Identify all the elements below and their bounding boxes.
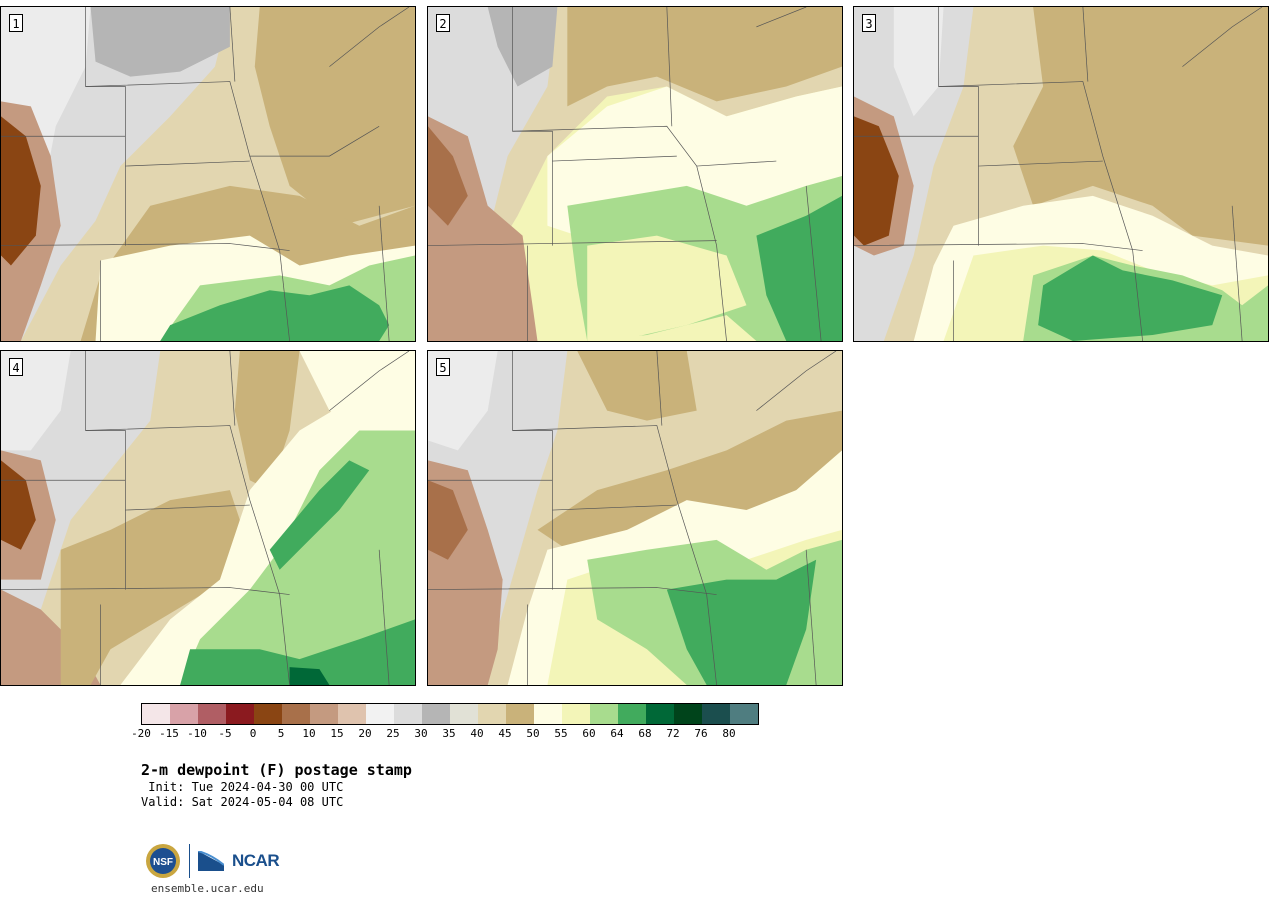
colorbar-tick-5: 5 [277,727,285,740]
colorbar-tick-14: 50 [526,727,540,740]
postage-stamp-map-1: 1 [0,6,416,342]
colorbar-swatch-15 [562,704,590,724]
colorbar-swatch-10 [422,704,450,724]
valid-time: Valid: Sat 2024-05-04 08 UTC [141,795,344,809]
colorbar-tick-labels: -20 -15 -10 -5 0 5 10 15 20 25 30 35 40 45 50 55 60 64 68 7… [131,725,761,740]
colorbar-swatch-16 [590,704,618,724]
colorbar-tick-4: 0 [249,727,257,740]
ensemble-url: ensemble.ucar.edu [151,882,264,895]
dewpoint-map-5 [428,351,842,685]
colorbar-tick-16: 60 [582,727,596,740]
colorbar-swatch-7 [338,704,366,724]
panel-number-5: 5 [436,358,450,376]
colorbar-swatch-6 [310,704,338,724]
colorbar-tick-3: -5 [218,727,232,740]
panel-number-1: 1 [9,14,23,32]
dewpoint-colorbar [141,703,759,725]
colorbar-tick-2: -10 [187,727,207,740]
panel-number-2: 2 [436,14,450,32]
colorbar-tick-21: 80 [722,727,736,740]
colorbar-tick-9: 25 [386,727,400,740]
colorbar-tick-18: 68 [638,727,652,740]
colorbar-swatch-3 [226,704,254,724]
colorbar-tick-7: 15 [330,727,344,740]
postage-stamp-map-2: 2 [427,6,843,342]
dewpoint-map-2 [428,7,842,341]
colorbar-swatch-21 [730,704,758,724]
colorbar-swatch-0 [142,704,170,724]
colorbar-tick-1: -15 [159,727,179,740]
colorbar-tick-20: 76 [694,727,708,740]
panel-number-3: 3 [862,14,876,32]
nsf-logo-text: NSF [153,857,173,868]
map-title: 2-m dewpoint (F) postage stamp [141,761,412,779]
ncar-logo-text: NCAR [232,851,280,870]
nsf-logo-icon: NSF [146,844,180,878]
colorbar-swatch-9 [394,704,422,724]
colorbar-swatch-13 [506,704,534,724]
postage-stamp-map-4: 4 [0,350,416,686]
colorbar-swatch-20 [702,704,730,724]
colorbar-tick-11: 35 [442,727,456,740]
colorbar-tick-13: 45 [498,727,512,740]
colorbar-swatch-1 [170,704,198,724]
colorbar-tick-12: 40 [470,727,484,740]
colorbar-swatch-11 [450,704,478,724]
colorbar-tick-10: 30 [414,727,428,740]
colorbar-swatch-8 [366,704,394,724]
dewpoint-map-3 [854,7,1268,341]
colorbar-swatch-18 [646,704,674,724]
init-time: Init: Tue 2024-04-30 00 UTC [141,780,344,794]
logos: NSF NCAR [145,843,280,879]
colorbar-tick-17: 64 [610,727,624,740]
colorbar-tick-19: 72 [666,727,680,740]
postage-stamp-map-3: 3 [853,6,1269,342]
colorbar-tick-0: -20 [131,727,151,740]
logo-divider [189,844,190,878]
colorbar-swatch-19 [674,704,702,724]
postage-stamp-map-5: 5 [427,350,843,686]
dewpoint-map-4 [1,351,415,685]
colorbar-swatch-5 [282,704,310,724]
colorbar-tick-8: 20 [358,727,372,740]
colorbar-swatch-17 [618,704,646,724]
colorbar-swatch-12 [478,704,506,724]
colorbar-tick-15: 55 [554,727,568,740]
panel-number-4: 4 [9,358,23,376]
dewpoint-map-1 [1,7,415,341]
colorbar-tick-6: 10 [302,727,316,740]
colorbar-swatch-2 [198,704,226,724]
colorbar-swatch-4 [254,704,282,724]
colorbar-swatch-14 [534,704,562,724]
ncar-logo-icon [198,851,224,871]
